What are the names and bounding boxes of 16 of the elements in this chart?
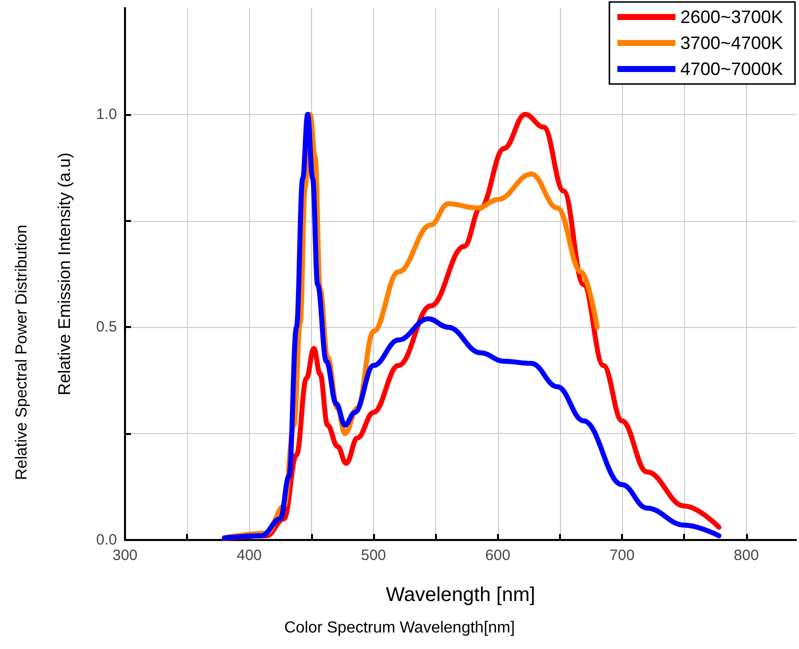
x-axis-title: Wavelength [nm]: [386, 584, 536, 606]
legend-label: 2600~3700K: [680, 7, 784, 27]
x-tick-label: 700: [610, 547, 635, 564]
y-tick-label: 0.0: [96, 532, 117, 548]
x-tick-label: 800: [734, 547, 759, 564]
x-tick-label: 600: [485, 547, 510, 564]
text: Color Spectrum Wavelength[nm]: [284, 620, 515, 636]
legend-label: 3700~4700K: [680, 33, 784, 53]
x-tick-label: 500: [361, 547, 386, 564]
text: Relative Spectral Power Distribution: [14, 224, 30, 480]
y-tick-label: 1.0: [96, 106, 117, 123]
legend-label: 4700~7000K: [680, 59, 784, 79]
y-axis-title: Relative Emission Intensity (a.u): [55, 152, 74, 396]
y-tick-label: 0.5: [96, 318, 117, 336]
x-tick-label: 300: [112, 547, 138, 564]
x-tick-label: 400: [236, 547, 262, 564]
